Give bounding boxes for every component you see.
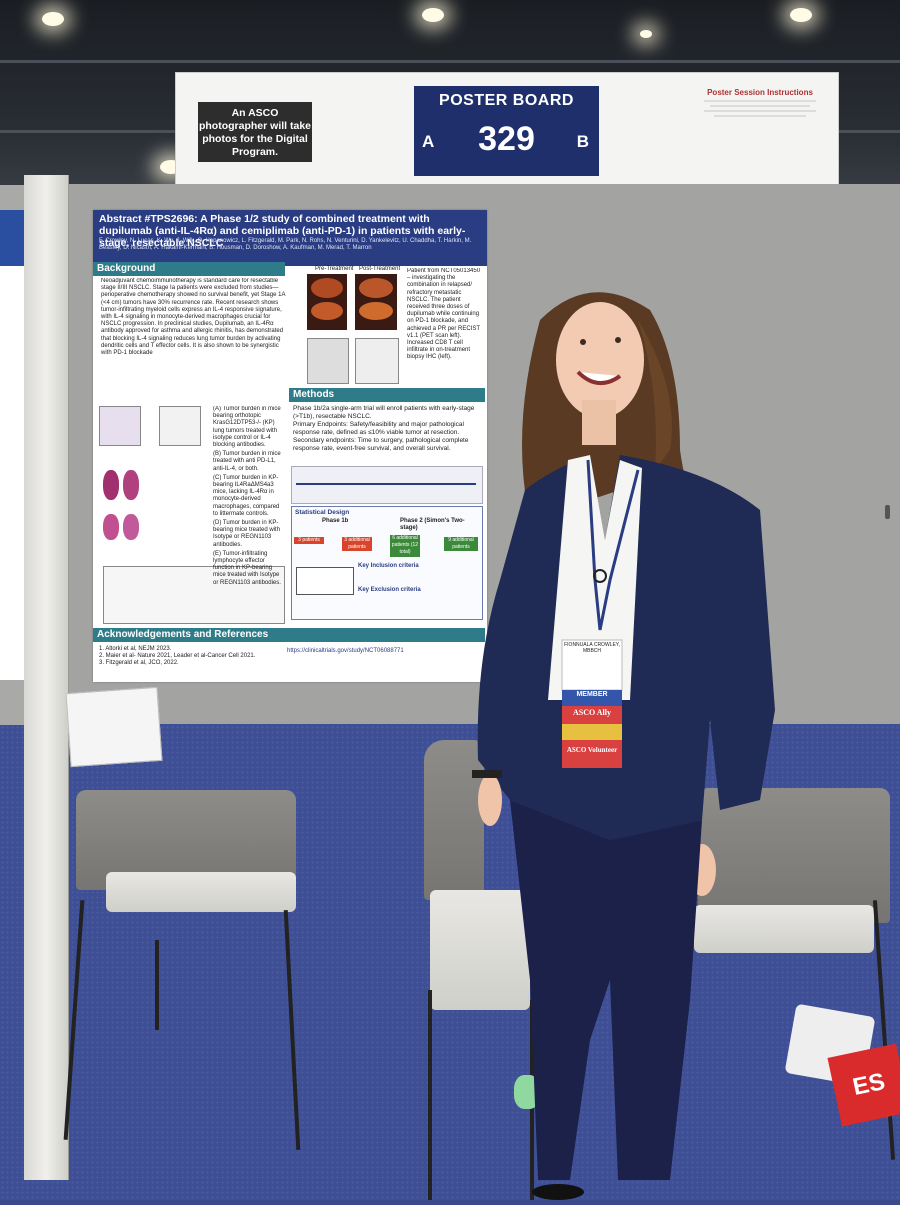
board-side-b: B — [576, 132, 589, 151]
ceiling-light — [422, 8, 444, 22]
trial-link: https://clinicaltrials.gov/study/NCT0608… — [287, 648, 404, 654]
background-text: Neoadjuvant chemoimmunotherapy is standa… — [101, 278, 286, 357]
figure-b-plot — [159, 406, 201, 446]
cohort-box-3: 6 additional patients (12 total) — [390, 535, 420, 557]
secondary-endpoints: Secondary endpoints: Time to surgery, pa… — [293, 437, 469, 452]
photographer-notice: An ASCO photographer will take photos fo… — [198, 102, 312, 162]
ct-scan-post — [355, 274, 397, 330]
reference-item: 2. Maier et al- Nature 2021, Leader et a… — [99, 653, 256, 660]
exclusion-heading: Key Exclusion criteria — [358, 587, 421, 593]
figure-legend-c: (C) Tumor burden in KP-bearing IL4RaΔMS4… — [213, 474, 280, 517]
chair-leg — [428, 990, 432, 1200]
reference-item: 3. Fitzgerald et al, JCO, 2022. — [99, 660, 179, 667]
background-heading: Background — [93, 262, 285, 276]
ceiling-beam — [0, 60, 900, 63]
presenter-figure — [472, 292, 775, 1200]
references-list: 1. Altorki et al, NEJM 2023. 2. Maier et… — [99, 646, 289, 668]
cohort-box-4: 9 additional patients — [444, 537, 478, 552]
instructions-title: Poster Session Instructions — [707, 88, 813, 97]
phase-2-label: Phase 2 (Simon's Two-stage) — [400, 518, 465, 532]
power-calc-box — [296, 567, 354, 595]
chair-right-seat — [694, 905, 874, 953]
chair-left — [76, 790, 296, 915]
ceiling-light — [640, 30, 652, 38]
acknowledgements-heading: Acknowledgements and References — [93, 628, 485, 642]
shopping-bag: ES — [784, 1003, 900, 1130]
badge-name: FIONNUALA CROWLEY, MBBCH — [564, 642, 620, 654]
methods-heading: Methods — [289, 388, 485, 402]
figure-legends: (A) Tumor burden in mice bearing orthoto… — [213, 406, 285, 606]
ceiling-light — [790, 8, 812, 22]
chair-middle-back — [424, 740, 484, 900]
reference-item: 1. Altorki et al, NEJM 2023. — [99, 646, 172, 652]
lung-sample — [103, 514, 119, 540]
figure-e-plots — [103, 566, 285, 624]
ihc-post — [355, 338, 399, 384]
board-label: POSTER BOARD — [439, 92, 574, 109]
poster-title-bar: Abstract #TPS2696: A Phase 1/2 study of … — [93, 210, 487, 266]
preclinical-figures — [99, 406, 287, 626]
notice-paper — [65, 686, 163, 768]
case-text: Patient from NCT05013450 – investigating… — [407, 268, 481, 361]
cohort-box-2: 3 additional patients — [342, 537, 372, 552]
inclusion-heading: Key Inclusion criteria — [358, 563, 419, 569]
trial-schema — [291, 466, 483, 504]
ihc-pre — [307, 338, 349, 384]
figure-a-image — [99, 406, 141, 446]
lung-sample — [123, 514, 139, 540]
chair-leg — [155, 940, 159, 1030]
statistical-design-box: Statistical Design Phase 1b Phase 2 (Sim… — [291, 506, 483, 620]
bag-label: ES — [827, 1043, 900, 1127]
badge-member: MEMBER — [576, 691, 608, 698]
board-hook — [885, 505, 890, 519]
figure-legend-e: (E) Tumor-infiltrating lymphocyte effect… — [213, 550, 281, 586]
presenter-person: FIONNUALA CROWLEY, MBBCH MEMBER ASCO All… — [470, 280, 780, 1200]
post-treatment-label: Post-Treatment — [359, 266, 401, 272]
research-poster: Abstract #TPS2696: A Phase 1/2 study of … — [93, 210, 487, 682]
design-heading: Statistical Design — [295, 509, 350, 516]
lung-sample — [123, 470, 139, 500]
pre-treatment-label: Pre-Treatment — [315, 266, 354, 272]
chair-seat — [106, 872, 296, 912]
poster-authors: F. Crowley, N. Lucas, K. Wu, J. Wilk, O.… — [99, 238, 472, 251]
ceiling-light — [42, 12, 64, 26]
ct-scan-pre — [307, 274, 347, 330]
session-instructions: Poster Session Instructions — [700, 88, 820, 168]
figure-legend-b: (B) Tumor burden in mice treated with an… — [213, 451, 281, 472]
cohort-box-1: 3 patients — [294, 537, 324, 545]
methods-summary: Phase 1b/2a single-arm trial will enroll… — [293, 405, 475, 420]
badge-ally: ASCO Ally — [572, 708, 611, 717]
booth-divider — [24, 175, 69, 1180]
board-number-box: POSTER BOARD A 329 B — [414, 86, 599, 176]
board-number: 329 — [478, 120, 535, 158]
chair-middle-seat — [430, 890, 530, 1010]
phase-1b-label: Phase 1b — [322, 518, 349, 524]
figure-legend-a: (A) Tumor burden in mice bearing orthoto… — [213, 406, 281, 449]
figure-legend-d: (D) Tumor burden in KP-bearing mice trea… — [213, 520, 281, 548]
primary-endpoints: Primary Endpoints: Safety/feasibility an… — [293, 421, 464, 436]
poster-title: Abstract #TPS2696: A Phase 1/2 study of … — [99, 213, 466, 249]
chair-right-back — [698, 788, 890, 923]
badge-volunteer: ASCO Volunteer — [566, 746, 618, 754]
lung-sample — [103, 470, 119, 500]
methods-text: Phase 1b/2a single-arm trial will enroll… — [293, 405, 483, 453]
board-side-a: A — [422, 132, 435, 151]
